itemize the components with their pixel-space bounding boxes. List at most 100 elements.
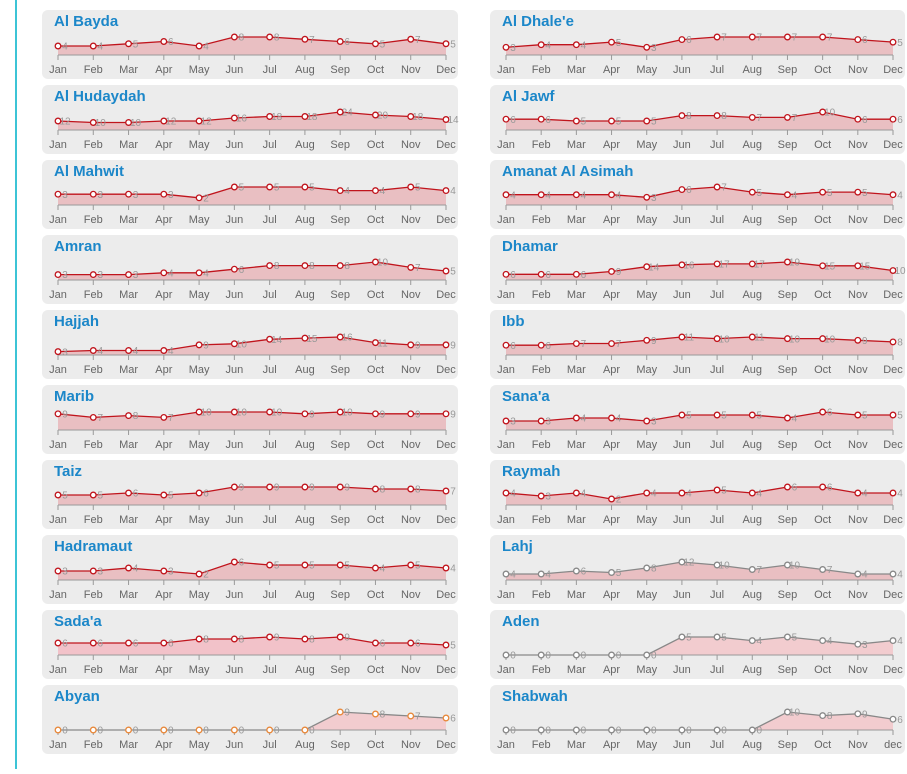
marker [748, 333, 756, 341]
marker [608, 414, 615, 422]
value-label: 3 [651, 43, 657, 54]
month-label: Nov [848, 589, 868, 601]
value-label: 6 [239, 265, 245, 276]
value-label: 4 [897, 636, 903, 647]
marker [301, 183, 309, 191]
value-label: 7 [97, 413, 103, 424]
marker [407, 410, 415, 418]
value-label: 5 [133, 39, 139, 50]
value-label: 9 [274, 633, 280, 644]
month-label: Mar [119, 139, 138, 151]
value-label: 8 [721, 111, 727, 122]
marker [784, 708, 791, 716]
value-label: 8 [827, 711, 833, 722]
value-label: 12 [59, 117, 71, 128]
month-label: Aug [295, 214, 315, 226]
value-label: 15 [824, 261, 836, 272]
month-label: Oct [367, 214, 384, 226]
value-label: 9 [344, 633, 350, 644]
marker [266, 483, 274, 491]
month-label: Mar [119, 364, 138, 376]
marker [889, 411, 897, 419]
line [58, 561, 447, 575]
marker [195, 635, 203, 643]
value-label: 9 [380, 409, 386, 420]
value-label: 15 [859, 261, 871, 272]
month-label: Jan [497, 214, 515, 226]
value-label: 6 [380, 639, 386, 650]
panel-title: Raymah [502, 463, 560, 480]
month-label: Jan [497, 664, 515, 676]
marker [748, 411, 756, 419]
month-label: Sep [778, 289, 798, 301]
month-label: Dec [883, 514, 903, 526]
panel-title: Al Hudaydah [54, 88, 146, 105]
month-label: Aug [295, 64, 315, 76]
month-label: Feb [84, 664, 103, 676]
panel-title: Aden [502, 613, 540, 630]
month-label: Sep [330, 214, 350, 226]
month-label: Sep [330, 364, 350, 376]
value-label: 4 [133, 564, 139, 575]
month-label: May [636, 664, 657, 676]
marker [442, 641, 450, 649]
marker [442, 341, 450, 349]
panel-title: Shabwah [502, 688, 568, 705]
value-label: 10 [236, 339, 248, 350]
marker [336, 38, 344, 45]
month-label: Oct [367, 364, 384, 376]
month-label: Jan [497, 739, 515, 751]
marker [643, 651, 651, 659]
value-label: 4 [827, 636, 833, 647]
marker [372, 40, 379, 48]
month-label: Aug [295, 664, 315, 676]
line [506, 261, 894, 275]
marker [301, 113, 309, 120]
month-label: Jun [225, 439, 243, 451]
marker [407, 639, 415, 647]
month-label: Oct [367, 64, 384, 76]
marker [678, 633, 686, 641]
month-label: May [636, 739, 657, 751]
month-label: Apr [155, 514, 172, 526]
marker [54, 117, 62, 125]
month-label: Jan [497, 139, 515, 151]
marker [54, 491, 62, 499]
month-label: Nov [848, 214, 868, 226]
value-label: 2 [616, 495, 622, 506]
marker [537, 492, 545, 500]
value-label: 6 [581, 270, 587, 281]
value-label: 5 [862, 411, 868, 422]
month-label: Aug [295, 439, 315, 451]
month-label: Jun [673, 214, 691, 226]
value-label: 12 [683, 558, 695, 569]
value-label: 4 [616, 190, 622, 201]
month-label: Sep [330, 514, 350, 526]
marker [784, 633, 791, 641]
value-label: 6 [545, 341, 551, 352]
value-label: 3 [510, 43, 516, 54]
marker [336, 561, 344, 569]
marker [748, 33, 756, 41]
marker [537, 417, 545, 425]
month-label: Jul [263, 289, 277, 301]
value-label: 4 [897, 570, 903, 581]
month-label: Feb [84, 439, 103, 451]
month-label: Oct [367, 589, 384, 601]
month-label: Aug [295, 364, 315, 376]
month-label: Aug [295, 139, 315, 151]
marker [784, 33, 791, 41]
marker [372, 111, 379, 119]
marker [819, 566, 827, 573]
value-label: 9 [203, 341, 209, 352]
value-label: 9 [344, 483, 350, 494]
month-label: Jul [263, 439, 277, 451]
value-label: 4 [450, 564, 456, 575]
month-label: Aug [742, 139, 762, 151]
month-label: Jul [263, 664, 277, 676]
month-label: Jul [710, 664, 724, 676]
month-label: Sep [778, 139, 798, 151]
marker [89, 190, 97, 198]
value-label: 0 [721, 726, 727, 737]
value-label: 7 [792, 33, 798, 44]
